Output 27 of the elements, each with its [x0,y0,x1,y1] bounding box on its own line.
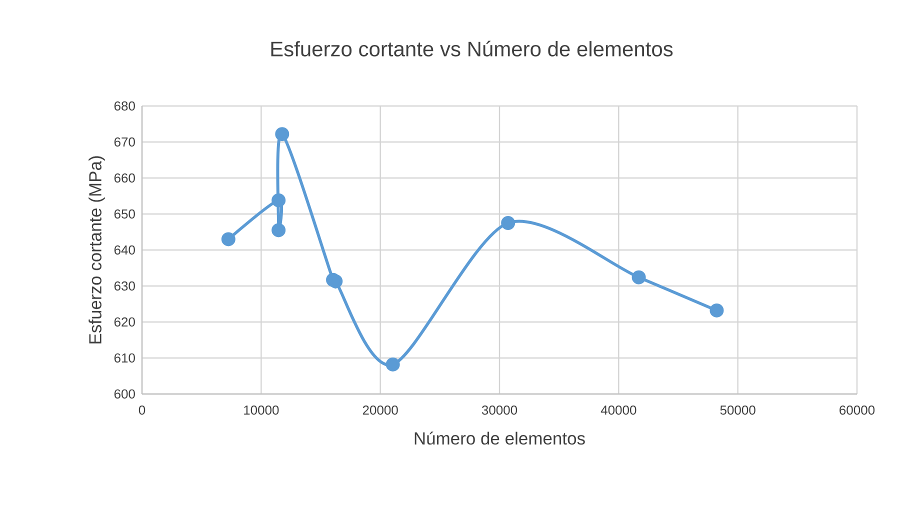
point [275,127,290,142]
point [272,223,286,238]
y-tick-label: 600 [114,389,135,399]
y-tick-label: 630 [114,281,135,291]
point [272,193,286,208]
x-tick-label: 0 [138,406,146,415]
y-tick-label: 650 [114,209,135,219]
point [632,270,646,284]
chart-title: Esfuerzo cortante vs Número de elementos [271,40,673,56]
x-tick-label: 20000 [362,406,398,415]
x-tick-label: 60000 [840,406,875,415]
x-tick-label: 10000 [244,406,279,415]
y-axis-title: Esfuerzo cortante (MPa) [88,156,105,344]
x-tick-label: 50000 [720,406,756,415]
point [386,357,400,372]
y-tick-label: 670 [114,137,135,147]
y-tick-label: 640 [114,245,135,255]
point [221,232,236,246]
point [710,303,724,318]
x-tick-label: 30000 [482,406,518,415]
y-tick-label: 660 [114,173,135,183]
y-tick-label: 610 [114,353,135,363]
x-axis-title: Número de elementos [414,432,585,445]
x-tick-label: 40000 [600,406,636,415]
y-tick-label: 680 [114,101,135,111]
point [501,216,516,230]
y-tick-label: 620 [114,317,135,327]
